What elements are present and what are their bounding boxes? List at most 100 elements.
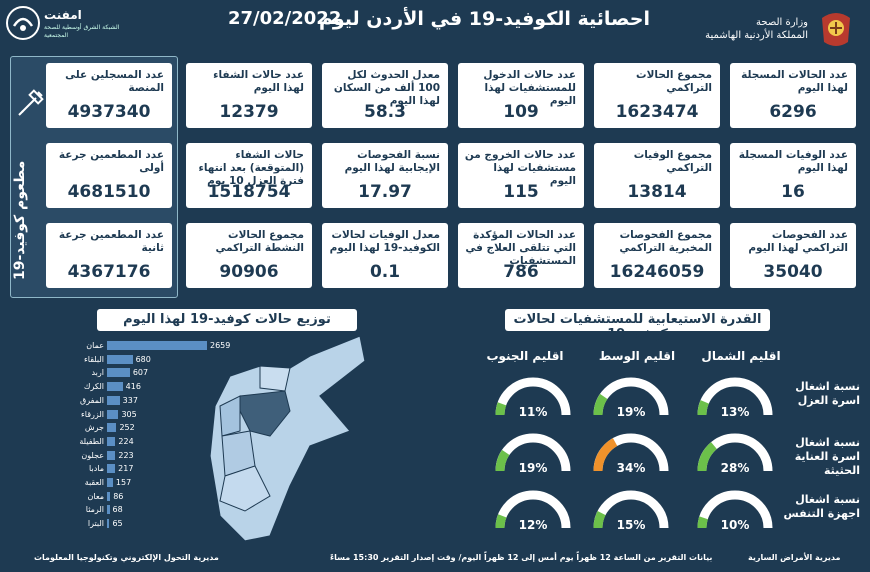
vax-card-value: 4681510: [67, 182, 151, 202]
bar-category-label: اربد: [91, 368, 104, 378]
occupancy-gauge: 34%: [592, 431, 670, 475]
bar-value-label: 86: [113, 491, 124, 501]
bar: [107, 341, 207, 350]
region-south-label: اقليم الجنوب: [486, 349, 564, 363]
bar-value-label: 416: [125, 382, 141, 392]
logo-subtitle: الشبكة الشرق أوسطية للصحة المجتمعية: [44, 24, 120, 39]
stat-value: 16246059: [609, 262, 705, 282]
stat-label: عدد حالات الخروج من مستشفيات لهذا اليوم: [464, 149, 576, 187]
logo-text: امفنت: [44, 8, 82, 22]
vax-card-second-dose: عدد المطعمين جرعة ثانية 4367176: [46, 223, 172, 288]
occupancy-gauge: 10%: [696, 488, 774, 532]
occupancy-gauge: 19%: [494, 431, 572, 475]
stat-value: 35040: [763, 262, 823, 282]
bar: [107, 395, 120, 405]
vax-card-label: عدد المسجلين على المنصة: [65, 69, 164, 94]
bar: [107, 450, 116, 460]
region-center-label: اقليم الوسط: [598, 349, 676, 363]
stat-card-daily-recoveries: عدد حالات الشفاء لهذا اليوم 12379: [186, 63, 312, 128]
bar-row: جرش 252: [60, 422, 230, 433]
bar-category-label: مادبا: [89, 464, 104, 474]
stat-value: 1623474: [615, 102, 699, 122]
stat-card-death-rate: معدل الوفيات لحالات الكوفيد-19 لهذا اليو…: [322, 223, 448, 288]
bar-value-label: 337: [122, 395, 138, 405]
gauge-percent-label: 34%: [616, 461, 646, 475]
report-date: 27/02/2022: [228, 8, 342, 29]
bar-row: مادبا 217: [60, 463, 230, 474]
footer-right: مديرية الأمراض السارية: [748, 553, 841, 562]
bar-row: البترا 65: [60, 518, 230, 529]
bar: [107, 519, 110, 529]
stat-card-incidence-rate: معدل الحدوث لكل 100 ألف من السكان لهذا ا…: [322, 63, 448, 128]
stat-card-active-cases: مجموع الحالات النشطة التراكمي 90906: [186, 223, 312, 288]
bar-row: الزرقاء 305: [60, 409, 230, 420]
bar-row: الرمثا 68: [60, 504, 230, 515]
bar: [107, 436, 116, 446]
stat-label: حالات الشفاء (المتوقعة) بعد انتهاء فترة …: [198, 149, 304, 187]
organization-logo: [6, 6, 40, 40]
vax-card-first-dose: عدد المطعمين جرعة أولى 4681510: [46, 143, 172, 208]
gauge-percent-label: 13%: [720, 405, 750, 419]
ministry-line1: وزارة الصحة: [756, 17, 808, 28]
stat-label: عدد حالات الشفاء لهذا اليوم: [213, 69, 304, 94]
stat-value: 13814: [627, 182, 687, 202]
bar-value-label: 252: [119, 423, 135, 433]
stat-card-daily-deaths: عدد الوفيات المسجلة لهذا اليوم 16: [730, 143, 856, 208]
bar: [107, 505, 110, 515]
row-label-icu: نسبة اشغال اسرة العناية الحثيثة: [794, 436, 860, 477]
capacity-title: القدرة الاستيعابية للمستشفيات لحالات كوف…: [505, 309, 770, 342]
jordan-crest-icon: [816, 8, 856, 50]
bar-value-label: 65: [112, 519, 123, 529]
stat-value: 90906: [219, 262, 279, 282]
bar-category-label: عجلون: [81, 450, 104, 460]
bar-category-label: عمان: [86, 341, 104, 350]
stat-label: عدد حالات الدخول للمستشفيات لهذا اليوم: [483, 69, 576, 107]
bar-row: الطفيلة 224: [60, 436, 230, 447]
bar: [107, 423, 117, 433]
gauge-percent-label: 11%: [518, 405, 548, 419]
bar: [107, 409, 119, 419]
syringe-icon: [16, 88, 46, 118]
bar-value-label: 607: [132, 368, 149, 378]
bar: [107, 354, 133, 364]
vax-card-value: 4367176: [67, 262, 151, 282]
footer-center: بيانات التقرير من الساعة 12 ظهراً يوم أم…: [330, 553, 713, 562]
bar-value-label: 157: [115, 478, 132, 487]
jordan-map: [200, 335, 380, 546]
bar: [107, 382, 123, 392]
stat-value: 58.3: [364, 102, 406, 122]
stat-card-discharges: عدد حالات الخروج من مستشفيات لهذا اليوم 1…: [458, 143, 584, 208]
footer-left: مديرية التحول الإلكتروني وتكنولوجيا المع…: [34, 553, 219, 562]
page-title: احصائية الكوفيد-19 في الأردن ليوم: [318, 8, 650, 30]
bar-category-label: العقبة: [84, 478, 104, 487]
bar-category-label: البلقاء: [84, 354, 104, 364]
stat-value: 786: [503, 262, 539, 282]
bar-value-label: 305: [121, 409, 137, 419]
bar-row: العقبة 157: [60, 477, 230, 488]
bar: [107, 464, 116, 474]
bar-row: عجلون 223: [60, 450, 230, 461]
gauge-percent-label: 15%: [616, 518, 646, 532]
stat-value: 12379: [219, 102, 279, 122]
occupancy-gauge: 15%: [592, 488, 670, 532]
stat-value: 6296: [769, 102, 817, 122]
stat-label: عدد الحالات المسجلة لهذا اليوم: [741, 69, 848, 94]
vax-card-registered: عدد المسجلين على المنصة 4937340: [46, 63, 172, 128]
bar-category-label: الكرك: [83, 382, 104, 392]
bar-row: البلقاء 680: [60, 354, 230, 365]
stat-label: عدد الوفيات المسجلة لهذا اليوم: [738, 149, 848, 174]
bar-row: الكرك 416: [60, 381, 230, 392]
occupancy-gauge: 28%: [696, 431, 774, 475]
gauge-percent-label: 28%: [720, 461, 750, 475]
occupancy-gauge: 13%: [696, 375, 774, 419]
bar-category-label: البترا: [87, 519, 104, 529]
row-label-ventilators: نسبة اشغال اجهزة التنفس: [783, 493, 860, 520]
bar-value-label: 680: [135, 354, 151, 364]
stat-value: 109: [503, 102, 539, 122]
stat-card-admissions: عدد حالات الدخول للمستشفيات لهذا اليوم 10…: [458, 63, 584, 128]
stat-value: 17.97: [358, 182, 412, 202]
stat-card-total-tests-today: عدد الفحوصات التراكمي لهذا اليوم 35040: [730, 223, 856, 288]
stat-card-total-lab-tests: مجموع الفحوصات المخبرية التراكمي 16246059: [594, 223, 720, 288]
stat-label: مجموع الحالات التراكمي: [636, 69, 712, 94]
bar-category-label: الرمثا: [85, 505, 104, 515]
